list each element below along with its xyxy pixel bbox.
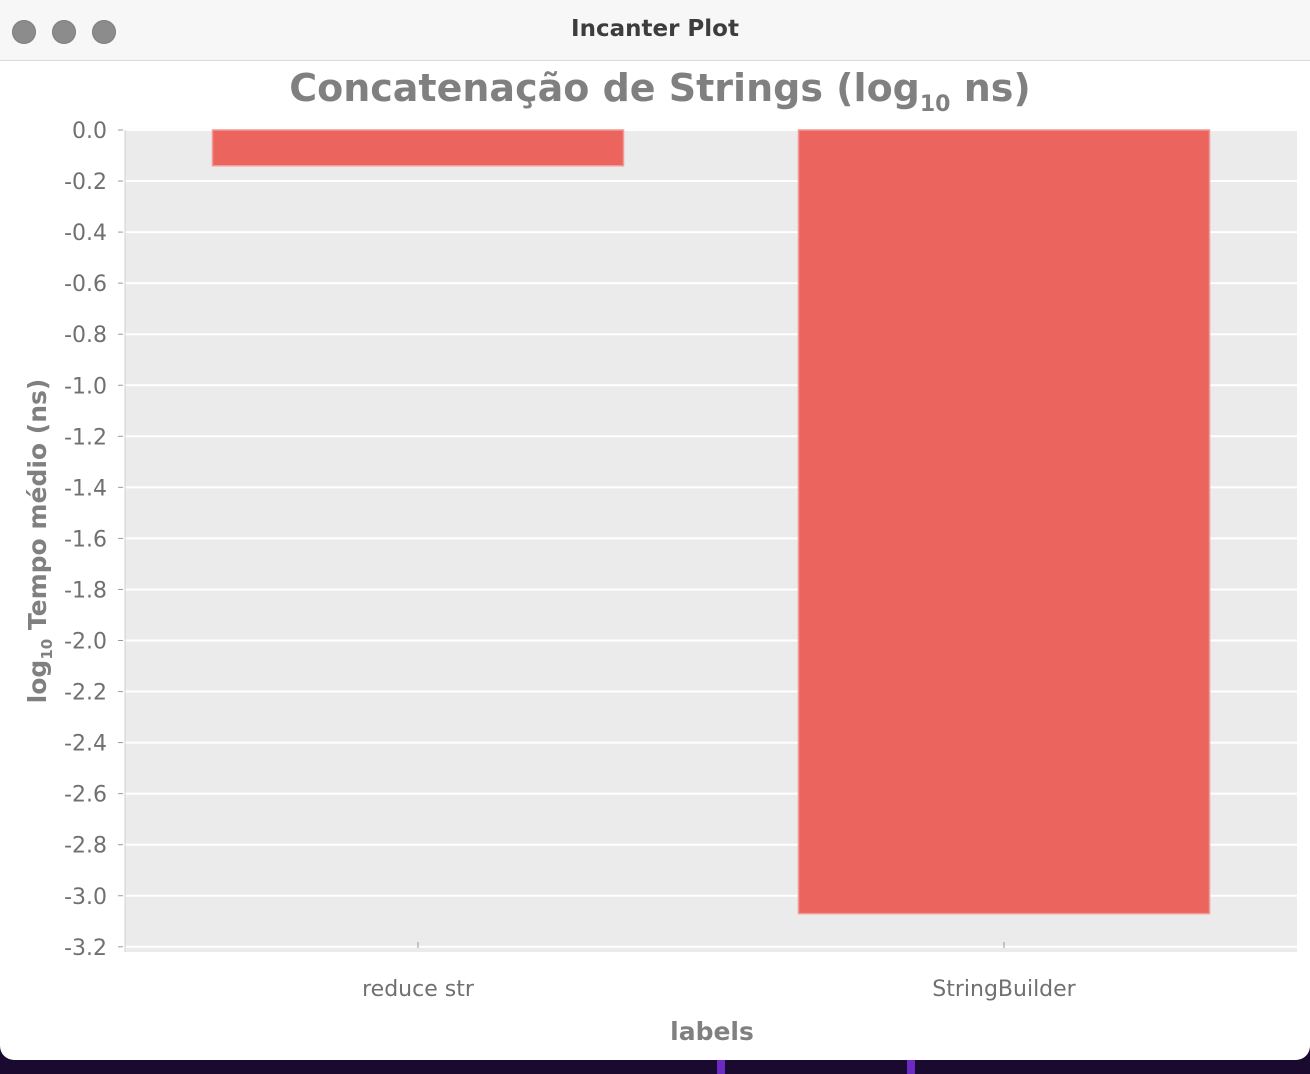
y-tick-label: -2.4: [64, 732, 107, 757]
y-axis: 0.0 -0.2 -0.4 -0.6 -0.8 -1.0 -1.2 -1.4 -1.6 -1.8 -…: [64, 119, 126, 961]
y-tick-label: -0.2: [64, 170, 107, 195]
close-button[interactable]: [12, 20, 36, 44]
window-titlebar[interactable]: Incanter Plot: [0, 0, 1310, 61]
x-tick-label: reduce str: [362, 977, 475, 1002]
y-tick-label: -0.4: [64, 221, 107, 246]
bars: [211, 129, 1211, 915]
window-title: Incanter Plot: [571, 16, 739, 42]
y-tick-label: -1.0: [64, 374, 107, 399]
y-tick-label: 0.0: [72, 119, 107, 144]
desktop-accent: [907, 1060, 915, 1074]
y-tick-label: -1.8: [64, 578, 107, 603]
y-tick-label: -0.8: [64, 323, 107, 348]
y-axis-label: log10 Tempo médio (ns): [23, 379, 56, 704]
x-axis: reduce str StringBuilder: [362, 942, 1077, 1002]
bar: [797, 129, 1211, 915]
y-tick-label: -1.2: [64, 425, 107, 450]
y-tick-label: -3.2: [64, 936, 107, 961]
desktop-accent: [717, 1060, 725, 1074]
y-tick-label: -1.4: [64, 476, 107, 501]
minimize-button[interactable]: [52, 20, 76, 44]
y-tick-label: -2.8: [64, 834, 107, 859]
x-tick-label: StringBuilder: [932, 977, 1076, 1002]
bar: [211, 129, 625, 167]
y-tick-label: -0.6: [64, 272, 107, 297]
y-tick-label: -1.6: [64, 527, 107, 552]
bar-chart: Concatenação de Strings (log10 ns) 0.0 -0…: [23, 66, 1297, 1046]
y-tick-label: -2.2: [64, 681, 107, 706]
y-tick-label: -2.0: [64, 630, 107, 655]
y-tick-label: -2.6: [64, 783, 107, 808]
y-tick-label: -3.0: [64, 885, 107, 910]
x-axis-label: labels: [670, 1017, 754, 1046]
chart-title: Concatenação de Strings (log10 ns): [289, 66, 1031, 117]
zoom-button[interactable]: [92, 20, 116, 44]
